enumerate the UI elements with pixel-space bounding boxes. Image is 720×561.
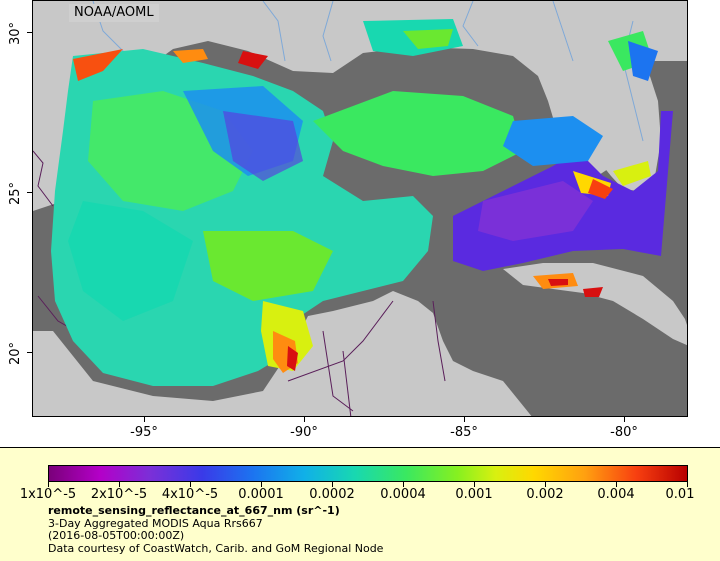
- colorbar-tick: [48, 482, 49, 487]
- colorbar-label: 0.004: [597, 487, 635, 502]
- legend-attribution: Data courtesy of CoastWatch, Carib. and …: [48, 541, 384, 555]
- colorbar-tick: [261, 482, 262, 487]
- credit-badge: NOAA/AOML: [69, 4, 159, 22]
- colorbar-tick: [545, 482, 546, 487]
- colorbar-tick: [474, 482, 475, 487]
- lat-label: 30°: [8, 21, 23, 45]
- ytick-mark: [27, 32, 32, 33]
- colorbar-tick: [332, 482, 333, 487]
- colorbar-tick: [616, 482, 617, 487]
- lat-label: 20°: [8, 341, 23, 365]
- legend-date: (2016-08-05T00:00:00Z): [48, 529, 185, 542]
- reflectance-swath: [51, 19, 673, 386]
- map-image: [33, 1, 687, 416]
- colorbar-label: 2x10^-5: [90, 487, 148, 502]
- ytick-mark: [27, 192, 32, 193]
- colorbar-tick: [403, 482, 404, 487]
- colorbar-tick: [190, 482, 191, 487]
- colorbar-label: 0.0001: [238, 487, 284, 502]
- lat-label: 25°: [8, 181, 23, 205]
- mexico-land: [33, 291, 532, 416]
- colorbar-label: 0.0002: [309, 487, 355, 502]
- legend-panel: 1x10^-5 2x10^-5 4x10^-5 0.0001 0.0002 0.…: [0, 447, 720, 561]
- cuba-land: [503, 263, 687, 346]
- colorbar-tick: [687, 482, 688, 487]
- ytick-mark: [27, 352, 32, 353]
- colorbar-label: 0.002: [526, 487, 564, 502]
- lon-label: -80°: [610, 425, 638, 440]
- legend-text: remote_sensing_reflectance_at_667_nm (sr…: [48, 504, 384, 555]
- colorbar: [48, 465, 688, 482]
- lon-label: -90°: [290, 425, 318, 440]
- lon-label: -95°: [130, 425, 158, 440]
- florida-land: [585, 61, 661, 191]
- colorbar-label: 0.0004: [380, 487, 426, 502]
- map-frame[interactable]: NOAA/AOML: [32, 0, 688, 417]
- colorbar-label: 1x10^-5: [19, 487, 77, 502]
- legend-title: remote_sensing_reflectance_at_667_nm (sr…: [48, 504, 340, 517]
- xtick-mark: [464, 417, 465, 422]
- legend-product: 3-Day Aggregated MODIS Aqua Rrs667: [48, 516, 263, 530]
- lon-label: -85°: [450, 425, 478, 440]
- xtick-mark: [304, 417, 305, 422]
- us-coast-land: [33, 1, 687, 211]
- xtick-mark: [624, 417, 625, 422]
- colorbar-tick: [119, 482, 120, 487]
- xtick-mark: [144, 417, 145, 422]
- colorbar-label: 0.01: [665, 487, 695, 502]
- colorbar-label: 0.001: [455, 487, 493, 502]
- colorbar-label: 4x10^-5: [161, 487, 219, 502]
